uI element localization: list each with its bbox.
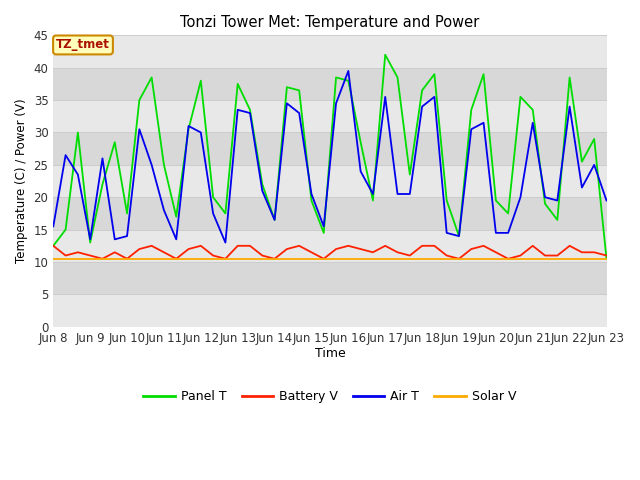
Y-axis label: Temperature (C) / Power (V): Temperature (C) / Power (V) [15, 99, 28, 264]
Bar [53, 132, 607, 165]
Bar [53, 100, 607, 132]
Bar [53, 165, 607, 197]
Bar [53, 197, 607, 229]
Bar [53, 229, 607, 262]
Bar [53, 36, 607, 68]
Bar [53, 262, 607, 294]
Bar [53, 294, 607, 327]
Legend: Panel T, Battery V, Air T, Solar V: Panel T, Battery V, Air T, Solar V [138, 385, 522, 408]
Text: TZ_tmet: TZ_tmet [56, 38, 110, 51]
Title: Tonzi Tower Met: Temperature and Power: Tonzi Tower Met: Temperature and Power [180, 15, 479, 30]
Bar [53, 68, 607, 100]
X-axis label: Time: Time [314, 348, 345, 360]
